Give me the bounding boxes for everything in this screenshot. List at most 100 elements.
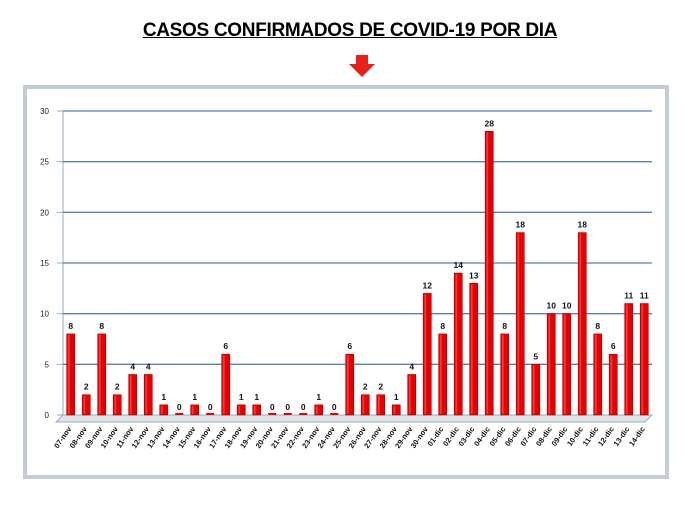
bar — [283, 413, 292, 415]
bar-highlight — [470, 284, 473, 414]
bar-highlight — [393, 405, 396, 414]
bar-highlight — [238, 405, 241, 414]
y-tick-label: 15 — [40, 259, 49, 268]
bar — [97, 333, 107, 416]
bar — [376, 394, 386, 416]
y-tick-label: 0 — [45, 411, 50, 420]
bar — [407, 374, 417, 416]
data-label: 2 — [84, 382, 89, 392]
x-tick-label: 30-nov — [409, 424, 431, 450]
bar — [112, 394, 122, 416]
bar — [143, 374, 153, 416]
bar — [453, 272, 463, 416]
data-label: 10 — [562, 301, 572, 311]
bar — [484, 130, 494, 416]
bar — [159, 404, 169, 416]
bar-highlight — [424, 294, 427, 414]
bar-highlight — [222, 355, 225, 414]
x-tick-label: 10-dic — [565, 425, 585, 448]
y-tick-label: 10 — [40, 310, 49, 319]
data-label: 13 — [469, 270, 479, 280]
bar — [236, 404, 246, 416]
bar-highlight — [517, 233, 520, 414]
bar-highlight — [191, 405, 194, 414]
data-label: 0 — [177, 402, 182, 412]
bar-highlight — [377, 395, 380, 414]
bar — [128, 374, 138, 416]
bar-highlight — [455, 274, 458, 414]
data-label: 18 — [516, 220, 526, 230]
bar-highlight — [83, 395, 86, 414]
bar — [252, 404, 262, 416]
bar — [330, 413, 339, 415]
chart-floor — [54, 414, 654, 423]
bar-highlight — [610, 355, 613, 414]
data-label: 0 — [332, 402, 337, 412]
bar-highlight — [114, 395, 117, 414]
bar — [500, 333, 510, 416]
bar — [515, 232, 525, 416]
bar-highlight — [98, 334, 101, 414]
data-label: 6 — [347, 341, 352, 351]
bar — [639, 303, 649, 416]
bar-highlight — [145, 375, 148, 414]
data-label: 4 — [146, 361, 151, 371]
bar-highlight — [563, 314, 566, 414]
bar-highlight — [408, 375, 411, 414]
data-label: 28 — [485, 118, 495, 128]
y-tick-label: 25 — [40, 158, 49, 167]
data-label: 1 — [316, 392, 321, 402]
bar — [531, 364, 541, 416]
bar — [66, 333, 76, 416]
data-label: 0 — [270, 402, 275, 412]
data-label: 2 — [363, 382, 368, 392]
data-label: 0 — [285, 402, 290, 412]
bar-highlight — [362, 395, 365, 414]
bar — [391, 404, 401, 416]
arrow-down-shape — [349, 55, 375, 77]
bar — [314, 404, 324, 416]
data-label: 1 — [192, 392, 197, 402]
data-label: 18 — [578, 220, 588, 230]
data-label: 10 — [547, 301, 557, 311]
bar-highlight — [532, 365, 535, 414]
data-label: 12 — [423, 280, 433, 290]
bar — [221, 353, 231, 416]
data-label: 0 — [208, 402, 213, 412]
data-label: 0 — [301, 402, 306, 412]
data-label: 2 — [115, 382, 120, 392]
bar — [422, 293, 432, 416]
data-label: 1 — [254, 392, 259, 402]
bar-highlight — [625, 304, 628, 414]
bar-highlight — [501, 334, 504, 414]
bar — [608, 353, 618, 416]
bar — [469, 282, 479, 416]
data-label: 14 — [454, 260, 464, 270]
bar-highlight — [160, 405, 163, 414]
bar — [360, 394, 370, 416]
y-tick-label: 20 — [40, 208, 49, 217]
data-label: 8 — [595, 321, 600, 331]
data-label: 2 — [378, 382, 383, 392]
data-label: 4 — [409, 361, 414, 371]
bar-highlight — [253, 405, 256, 414]
bar — [206, 413, 215, 415]
bar-chart: 051015202530807-nov208-nov809-nov210-nov… — [40, 107, 654, 450]
bar — [175, 413, 184, 415]
data-label: 5 — [533, 351, 538, 361]
bar — [299, 413, 308, 415]
bar-highlight — [439, 334, 442, 414]
data-label: 8 — [502, 321, 507, 331]
bar — [624, 303, 634, 416]
data-label: 1 — [239, 392, 244, 402]
bar — [345, 353, 355, 416]
data-label: 1 — [394, 392, 399, 402]
data-label: 11 — [640, 291, 649, 301]
y-tick-label: 5 — [45, 360, 50, 369]
data-label: 6 — [223, 341, 228, 351]
bar — [268, 413, 277, 415]
bar-highlight — [129, 375, 132, 414]
bar-highlight — [67, 334, 70, 414]
bar — [577, 232, 587, 416]
bar-highlight — [641, 304, 644, 414]
